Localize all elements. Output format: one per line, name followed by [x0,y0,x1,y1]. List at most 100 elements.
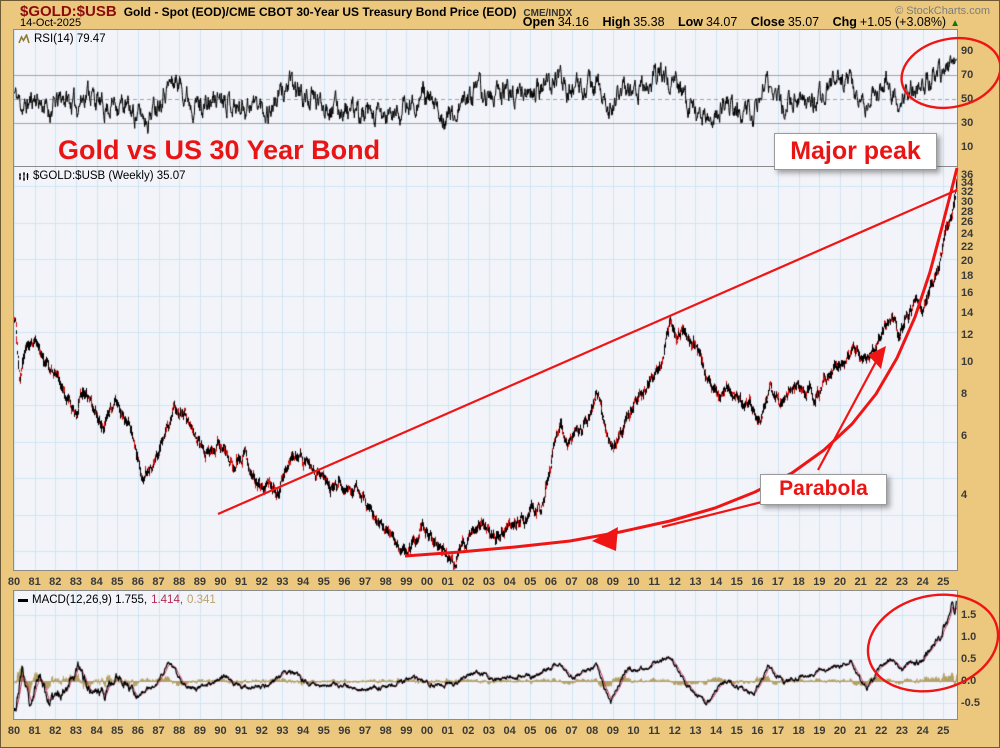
x-axis-year-label: 86 [131,725,145,737]
x-axis-year-label: 85 [111,576,124,588]
price-label-text: $GOLD:$USB (Weekly) 35.07 [33,170,186,182]
y-axis-tick-label: 30 [961,195,974,208]
y-axis-tick-label: 1.0 [961,631,977,643]
x-axis-year-label: 10 [627,725,640,737]
x-axis-year-label: 21 [854,576,867,588]
chart-date: 14-Oct-2025 [20,17,82,29]
x-axis-year-label: 00 [420,725,434,737]
x-axis-year-label: 04 [503,725,516,737]
x-axis-year-label: 05 [524,725,537,737]
macd-canvas [14,591,957,719]
y-axis-tick-label: 12 [961,329,974,342]
x-axis-year-label: 23 [895,725,909,737]
x-axis-year-label: 91 [235,725,248,737]
x-axis-year-label: 02 [462,576,475,588]
x-axis-year-label: 07 [565,576,578,588]
chg-label: Chg [832,15,857,29]
x-axis-year-label: 84 [90,725,103,737]
y-axis-tick-label: 0.0 [961,675,977,687]
exchange-label: CME/INDX [523,8,573,19]
x-axis-year-label: 99 [400,725,413,737]
x-axis-year-label: 09 [606,576,619,588]
chart-header: $GOLD:$USB Gold - Spot (EOD)/CME CBOT 30… [20,3,572,20]
x-axis-year-label: 99 [400,576,413,588]
x-axis-year-label: 98 [379,576,392,588]
x-axis-year-label: 01 [441,725,454,737]
y-axis-tick-label: 32 [961,186,974,199]
x-axis-year-label: 07 [565,725,578,737]
y-axis-tick-label: 0.5 [961,653,977,665]
x-axis-year-label: 08 [586,725,599,737]
rsi-label-text: RSI(14) 79.47 [34,33,106,45]
candlestick-icon [19,171,29,181]
y-axis-tick-label: 22 [961,240,974,253]
y-axis-tick-label: 18 [961,269,974,282]
macd-pane-label: MACD(12,26,9) 1.755, 1.414, 0.341 [18,594,216,606]
y-axis-tick-label: 50 [961,93,974,105]
x-axis-year-label: 90 [214,725,227,737]
x-axis-year-label: 82 [49,576,62,588]
x-axis-year-label: 03 [482,725,496,737]
y-axis-tick-label: 10 [961,141,974,153]
x-axis-year-label: 81 [28,725,41,737]
x-axis-year-label: 03 [482,576,496,588]
x-axis-year-label: 16 [751,576,764,588]
x-axis-year-label: 23 [895,576,909,588]
price-canvas [14,167,957,570]
x-axis-year-label: 25 [937,576,950,588]
y-axis-tick-label: 4 [961,489,968,502]
x-axis-year-label: 97 [358,576,372,588]
x-axis-year-label: 83 [69,725,83,737]
macd-label-text: MACD(12,26,9) 1.755, [32,594,148,606]
x-axis-top: 80 81 82 83 84 85 86 87 88 89 90 91 92 93 94 95 96 97 98 99… [0,572,1000,593]
x-axis-year-label: 15 [730,725,743,737]
chg-value: +1.05 (+3.08%) [859,15,947,29]
x-axis-year-label: 93 [276,725,289,737]
macd-hist-value: 0.341 [187,594,216,606]
y-axis-tick-label: 26 [961,216,974,229]
x-axis-year-label: 11 [648,725,660,737]
x-axis-year-label: 89 [193,576,206,588]
x-axis-year-label: 24 [916,725,929,737]
x-axis-year-label: 98 [379,725,392,737]
indicator-zigzag-icon [18,33,30,43]
parabola-callout: Parabola [760,474,887,505]
x-axis-year-label: 21 [854,725,867,737]
x-axis-year-label: 82 [49,725,62,737]
ticker-symbol: $GOLD:$USB [20,3,117,20]
y-axis-tick-label: 14 [961,306,974,319]
x-axis-year-label: 92 [255,725,268,737]
x-axis-year-label: 89 [193,725,206,737]
x-axis-year-label: 05 [524,576,537,588]
low-value: 34.07 [706,15,738,29]
x-axis-year-label: 96 [338,576,351,588]
x-axis-year-label: 92 [255,576,268,588]
x-axis-year-label: 13 [689,576,702,588]
x-axis-year-label: 87 [152,725,165,737]
x-axis-year-label: 81 [28,576,41,588]
x-axis-year-label: 91 [235,576,248,588]
x-axis-year-label: 95 [317,576,330,588]
x-axis-year-label: 13 [689,725,702,737]
y-axis-tick-label: 1.5 [961,609,977,621]
y-axis-tick-label: 36 [961,169,974,181]
y-axis-tick-label: 16 [961,287,974,300]
x-axis-year-label: 01 [441,576,454,588]
x-axis-year-label: 15 [730,576,743,588]
x-axis-year-label: 88 [173,576,186,588]
x-axis-year-label: 97 [358,725,372,737]
chart-description: Gold - Spot (EOD)/CME CBOT 30-Year US Tr… [123,5,517,19]
x-axis-year-label: 85 [111,725,124,737]
x-axis-year-label: 90 [214,576,227,588]
y-axis-tick-label: 24 [961,228,974,241]
x-axis-year-label: 16 [751,725,764,737]
x-axis-year-label: 95 [317,725,330,737]
x-axis-year-label: 09 [606,725,619,737]
y-axis-tick-label: 70 [961,69,974,81]
x-axis-year-label: 19 [813,725,826,737]
x-axis-year-label: 12 [668,576,681,588]
major-peak-callout: Major peak [774,133,937,170]
x-axis-year-label: 22 [875,576,888,588]
y-axis-tick-label: -0.5 [961,697,980,709]
x-axis-year-label: 84 [90,576,103,588]
